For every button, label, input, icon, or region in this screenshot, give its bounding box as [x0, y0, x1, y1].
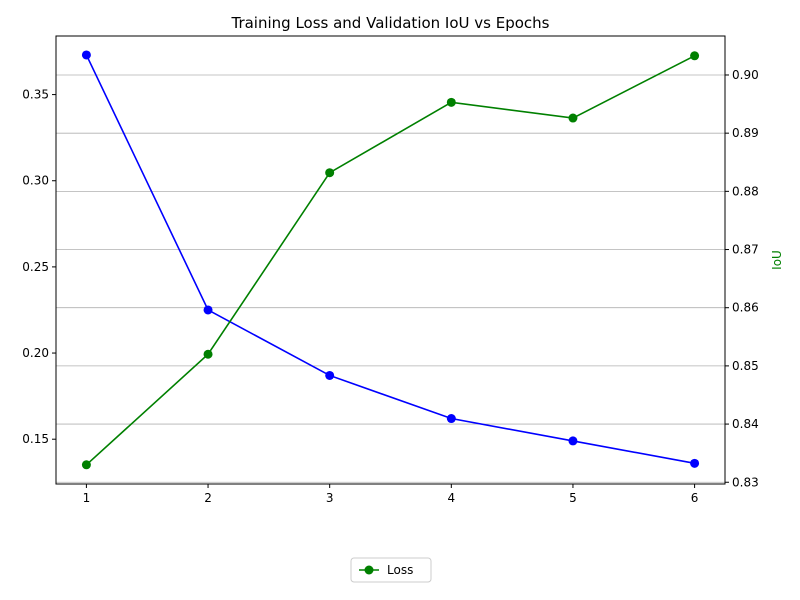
- blue-series-line: [85, 54, 695, 465]
- y-left-tick-label: 0.35: [22, 88, 49, 102]
- y-right-tick-label: 0.84: [732, 417, 759, 431]
- y-right-tick-label: 0.90: [732, 68, 759, 82]
- plot-frame: [55, 35, 726, 485]
- x-tick-label: 1: [83, 491, 91, 505]
- green-series-point: [81, 460, 91, 470]
- x-tick-label: 6: [691, 491, 699, 505]
- y-axis-right: 0.83 0.84 0.85 0.86 0.87 0.88 0.89 0.90: [725, 68, 759, 489]
- green-series-point: [203, 349, 213, 359]
- legend-box: [350, 557, 432, 583]
- blue-series-point: [568, 436, 578, 446]
- y-right-tick-label: 0.89: [732, 126, 759, 140]
- legend-label: Loss: [387, 563, 413, 577]
- y-right-tick-label: 0.87: [732, 243, 759, 257]
- blue-series-point: [203, 305, 213, 315]
- grid: [56, 74, 725, 483]
- y-right-tick-label: 0.83: [732, 475, 759, 489]
- green-series-point: [568, 113, 578, 123]
- y-left-tick-label: 0.30: [22, 174, 49, 188]
- y-left-tick-label: 0.20: [22, 346, 49, 360]
- x-tick-label: 2: [204, 491, 212, 505]
- y-right-tick-label: 0.85: [732, 359, 759, 373]
- blue-series-point: [690, 458, 700, 468]
- y-right-tick-label: 0.86: [732, 301, 759, 315]
- y-right-tick-label: 0.88: [732, 184, 759, 198]
- chart-title: Training Loss and Validation IoU vs Epoc…: [230, 14, 549, 32]
- green-series-point: [325, 168, 335, 178]
- blue-series-point: [446, 414, 456, 424]
- x-tick-label: 4: [447, 491, 455, 505]
- green-series-point: [446, 97, 456, 107]
- legend-swatch-marker: [364, 565, 374, 575]
- blue-series-point: [325, 370, 335, 380]
- y-left-tick-label: 0.15: [22, 432, 49, 446]
- x-axis: 1 2 3 4 5 6: [83, 484, 699, 505]
- y-axis-left: 0.15 0.20 0.25 0.30 0.35: [22, 88, 56, 446]
- blue-series-point: [81, 50, 91, 60]
- series-layer: [81, 50, 700, 470]
- y-axis-right-label: IoU: [770, 250, 784, 270]
- green-series-point: [690, 51, 700, 61]
- green-series-line: [85, 55, 695, 466]
- x-tick-label: 5: [569, 491, 577, 505]
- y-left-tick-label: 0.25: [22, 260, 49, 274]
- legend: Loss: [350, 557, 432, 583]
- x-tick-label: 3: [326, 491, 334, 505]
